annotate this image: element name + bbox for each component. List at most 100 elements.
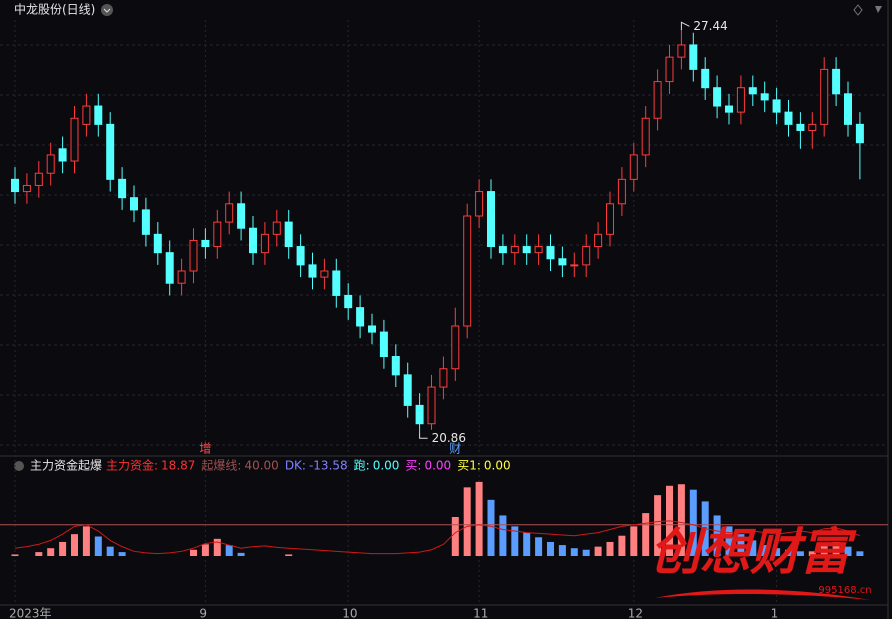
legend-value: 0.00 bbox=[424, 459, 451, 473]
max-label: 27.44 bbox=[693, 19, 727, 33]
indicator-bar bbox=[856, 551, 864, 556]
candle-body bbox=[70, 117, 79, 162]
menu-icon[interactable] bbox=[875, 6, 882, 13]
settings-icon[interactable] bbox=[853, 4, 863, 16]
indicator-bar bbox=[451, 517, 459, 556]
min-label: 20.86 bbox=[432, 431, 466, 445]
candle-body bbox=[796, 123, 805, 131]
indicator-bar bbox=[499, 515, 507, 556]
indicator-bar bbox=[11, 554, 19, 556]
indicator-bar bbox=[832, 541, 840, 556]
candle-body bbox=[498, 246, 507, 254]
candle-body bbox=[106, 123, 115, 180]
watermark: 创想财富 995168.cn bbox=[650, 522, 872, 600]
candle-body bbox=[451, 325, 460, 370]
candle-body bbox=[760, 93, 769, 101]
candle-body bbox=[201, 239, 210, 248]
indicator-bar bbox=[689, 489, 697, 556]
indicator-bar bbox=[118, 552, 126, 556]
x-tick-label: 9 bbox=[199, 607, 207, 619]
indicator-bar bbox=[558, 545, 566, 556]
indicator-bar bbox=[511, 526, 519, 556]
indicator-bar bbox=[737, 534, 745, 556]
indicator-bar bbox=[285, 554, 293, 556]
indicator-bar bbox=[201, 544, 209, 556]
legend-label: 买1: bbox=[457, 459, 481, 473]
indicator-bar bbox=[725, 526, 733, 556]
indicator-bar bbox=[463, 487, 471, 556]
candle-body bbox=[772, 99, 781, 113]
candle-body bbox=[546, 246, 555, 260]
candle-body bbox=[582, 246, 591, 266]
indicator-bar bbox=[47, 548, 55, 556]
candle-body bbox=[534, 246, 543, 254]
candle-body bbox=[784, 111, 793, 125]
candle-body bbox=[427, 386, 436, 425]
indicator-bar bbox=[82, 526, 90, 556]
legend-label: DK: bbox=[285, 459, 306, 473]
candle-body bbox=[177, 270, 186, 284]
candle-body bbox=[641, 117, 650, 156]
candle-body bbox=[439, 368, 448, 388]
candle-body bbox=[629, 154, 638, 180]
indicator-bar bbox=[523, 532, 531, 556]
chart-title: 中龙股份(日线) bbox=[14, 2, 95, 17]
candle-body bbox=[463, 215, 472, 327]
candle-body bbox=[94, 105, 103, 125]
candle-body bbox=[284, 221, 293, 248]
indicator-bar bbox=[796, 551, 804, 556]
indicator-bar bbox=[606, 541, 614, 556]
indicator-bar bbox=[749, 540, 757, 556]
candle-body bbox=[237, 203, 246, 229]
candle-body bbox=[403, 374, 412, 406]
candle-body bbox=[308, 264, 317, 278]
candle-body bbox=[748, 87, 757, 95]
candle-body bbox=[594, 233, 603, 248]
indicator-bar bbox=[570, 548, 578, 556]
indicator-bar bbox=[761, 545, 769, 556]
candle-body bbox=[855, 123, 864, 144]
indicator-bar bbox=[213, 538, 221, 556]
candle-body bbox=[677, 44, 686, 58]
candle-body bbox=[141, 209, 150, 235]
candle-body bbox=[832, 68, 841, 95]
indicator-bar bbox=[713, 515, 721, 556]
candle-body bbox=[22, 184, 31, 193]
candle-body bbox=[725, 105, 733, 113]
indicator-bar bbox=[630, 526, 638, 556]
legend-label: 起爆线: bbox=[201, 459, 241, 473]
candle-body bbox=[82, 105, 91, 125]
x-tick-label: 2023年 bbox=[9, 607, 52, 619]
indicator-bar bbox=[808, 551, 816, 556]
min-pointer bbox=[419, 432, 428, 439]
x-tick-label: 10 bbox=[342, 607, 357, 619]
x-tick-label: 1 bbox=[771, 607, 779, 619]
candle-body bbox=[689, 44, 698, 70]
legend-value: 18.87 bbox=[161, 459, 195, 473]
candle-body bbox=[475, 191, 484, 217]
indicator-bar bbox=[59, 541, 67, 556]
candle-body bbox=[820, 68, 829, 125]
candle-body bbox=[617, 178, 626, 205]
indicator-bar bbox=[844, 546, 852, 556]
candle-body bbox=[415, 404, 424, 425]
indicator-button[interactable] bbox=[14, 461, 24, 471]
legend-value: 40.00 bbox=[244, 459, 278, 473]
indicator-bar bbox=[594, 546, 602, 556]
indicator-title: 主力资金起爆 bbox=[30, 458, 102, 473]
legend-label: 跑: bbox=[354, 459, 370, 473]
indicator-bar bbox=[773, 548, 781, 556]
indicator-bar bbox=[225, 545, 233, 556]
period-button[interactable] bbox=[101, 4, 113, 16]
candle-body bbox=[213, 221, 222, 248]
legend-value: 0.00 bbox=[484, 459, 511, 473]
indicator-bar bbox=[677, 484, 685, 556]
candle-body bbox=[296, 246, 305, 266]
candle-body bbox=[713, 87, 722, 107]
candle-body bbox=[272, 221, 281, 235]
candle-body bbox=[570, 264, 579, 267]
indicator-line bbox=[14, 520, 861, 555]
candle-body bbox=[368, 325, 376, 333]
candle-body bbox=[356, 307, 365, 327]
